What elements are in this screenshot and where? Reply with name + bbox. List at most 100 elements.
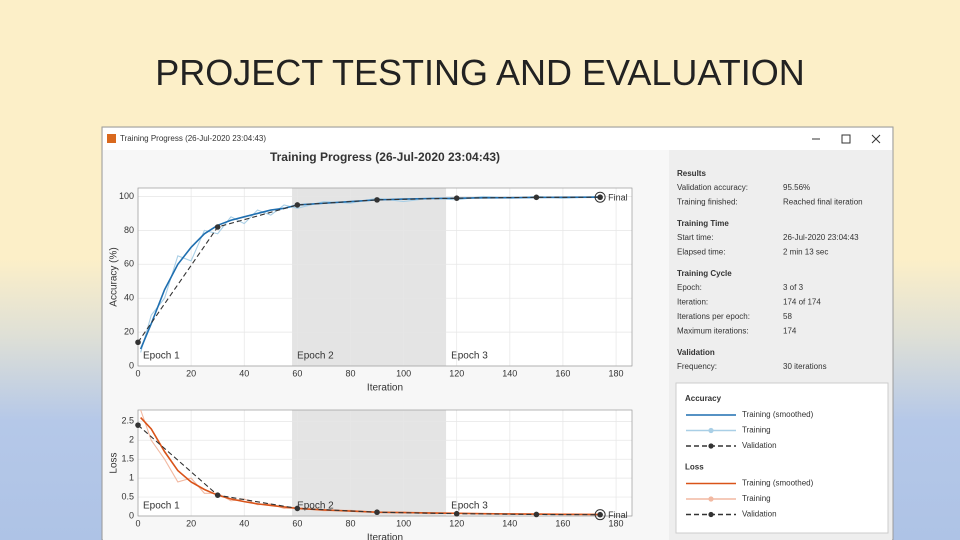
x-tick-label: 20 — [186, 368, 196, 378]
x-tick-label: 40 — [239, 368, 249, 378]
panel-label: Iterations per epoch: — [677, 312, 750, 321]
legend-label: Validation — [742, 510, 777, 519]
epoch-label: Epoch 3 — [451, 501, 488, 512]
panel-label: Frequency: — [677, 362, 717, 371]
panel-section-title: Validation — [677, 348, 715, 357]
validation-point — [597, 194, 603, 201]
panel-section-title: Training Cycle — [677, 269, 732, 278]
validation-point — [135, 339, 141, 346]
x-axis-label: Iteration — [367, 533, 403, 540]
y-tick-label: 100 — [119, 191, 134, 201]
validation-point — [294, 202, 301, 208]
x-tick-label: 0 — [135, 368, 140, 378]
x-tick-label: 160 — [555, 368, 570, 378]
validation-point — [597, 511, 603, 518]
epoch-label: Epoch 3 — [451, 351, 488, 362]
panel-value: 58 — [783, 312, 792, 321]
panel-value: 95.56% — [783, 183, 810, 192]
final-marker — [594, 191, 606, 203]
panel-value: 30 iterations — [783, 362, 827, 371]
panel-value: Reached final iteration — [783, 198, 863, 207]
validation-point — [135, 422, 141, 428]
validation-point — [214, 224, 221, 230]
legend-box — [675, 382, 889, 534]
x-tick-label: 60 — [292, 368, 302, 378]
panel-label: Epoch: — [677, 283, 702, 292]
panel-section-title: Training Time — [677, 219, 729, 228]
app-icon — [107, 134, 116, 143]
panel-label: Validation accuracy: — [677, 183, 748, 192]
panel-label: Elapsed time: — [677, 248, 725, 257]
x-tick-label: 140 — [502, 518, 517, 528]
epoch-label: Epoch 2 — [297, 351, 334, 362]
validation-point — [214, 492, 221, 498]
legend-label: Training — [742, 426, 771, 435]
y-tick-label: 20 — [124, 326, 134, 336]
y-tick-label: 0 — [129, 510, 134, 520]
epoch-label: Epoch 1 — [143, 501, 180, 512]
y-axis-label: Accuracy (%) — [109, 247, 120, 306]
x-axis-label: Iteration — [367, 383, 403, 394]
x-tick-label: 80 — [345, 518, 355, 528]
epoch-shade — [292, 188, 447, 366]
legend-label: Training (smoothed) — [742, 410, 814, 419]
validation-point — [453, 195, 460, 201]
axes-frame — [137, 409, 633, 517]
series-line — [139, 196, 601, 350]
maximize-button[interactable] — [841, 134, 851, 144]
y-tick-label: 0.5 — [121, 491, 134, 501]
y-tick-label: 2 — [129, 435, 134, 445]
window-title: Training Progress (26-Jul-2020 23:04:43) — [120, 134, 266, 143]
close-button[interactable] — [871, 134, 881, 144]
x-tick-label: 0 — [135, 518, 140, 528]
panel-label: Maximum iterations: — [677, 327, 749, 336]
validation-point — [294, 505, 301, 512]
legend-label: Training (smoothed) — [742, 479, 814, 488]
x-tick-label: 100 — [396, 368, 411, 378]
legend-label: Training — [742, 494, 771, 503]
final-marker — [594, 509, 606, 521]
title-bar — [103, 128, 892, 150]
validation-point — [533, 194, 540, 201]
panel-label: Training finished: — [677, 198, 738, 207]
final-label: Final — [608, 510, 628, 520]
validation-point — [374, 509, 380, 516]
y-tick-label: 0 — [129, 360, 134, 370]
x-tick-label: 120 — [449, 518, 464, 528]
x-tick-label: 180 — [609, 368, 624, 378]
y-tick-label: 1 — [129, 473, 134, 483]
legend-label: Validation — [742, 441, 777, 450]
y-tick-label: 80 — [124, 225, 134, 235]
legend-marker — [708, 443, 714, 449]
panel-label: Iteration: — [677, 298, 708, 307]
legend-title: Loss — [685, 463, 704, 472]
y-axis-label: Loss — [109, 452, 120, 473]
panel-label: Start time: — [677, 233, 713, 242]
panel-value: 2 min 13 sec — [783, 248, 828, 257]
x-tick-label: 120 — [449, 368, 464, 378]
panel-value: 174 — [783, 327, 797, 336]
x-tick-label: 40 — [239, 518, 249, 528]
validation-point — [453, 510, 460, 517]
panel-value: 3 of 3 — [783, 283, 804, 292]
panel-section-title: Results — [677, 169, 706, 178]
epoch-label: Epoch 1 — [143, 351, 180, 362]
x-tick-label: 140 — [502, 368, 517, 378]
x-tick-label: 60 — [292, 518, 302, 528]
x-tick-label: 100 — [396, 518, 411, 528]
y-tick-label: 2.5 — [121, 416, 134, 426]
panel-value: 26-Jul-2020 23:04:43 — [783, 233, 859, 242]
y-tick-label: 40 — [124, 293, 134, 303]
plot-heading: Training Progress (26-Jul-2020 23:04:43) — [270, 150, 500, 164]
legend-marker — [708, 511, 714, 518]
panel-value: 174 of 174 — [783, 298, 821, 307]
x-tick-label: 160 — [555, 518, 570, 528]
legend-marker — [708, 496, 714, 502]
axes-frame — [137, 187, 633, 367]
y-tick-label: 60 — [124, 259, 134, 269]
epoch-shade — [292, 410, 447, 516]
epoch-label: Epoch 2 — [297, 501, 334, 512]
y-tick-label: 1.5 — [121, 454, 134, 464]
